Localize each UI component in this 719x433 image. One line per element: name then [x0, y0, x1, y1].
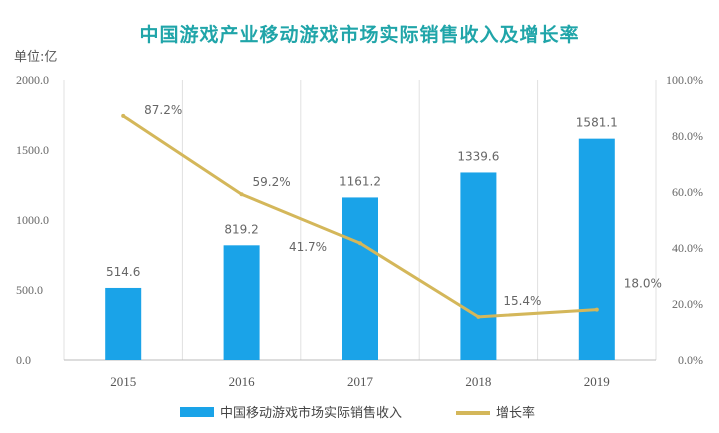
bar: [223, 245, 260, 360]
y-left-tick-label: 0.0: [16, 353, 31, 367]
chart-title: 中国游戏产业移动游戏市场实际销售收入及增长率: [139, 24, 580, 46]
bar: [460, 172, 497, 360]
x-tick-label: 2019: [584, 374, 610, 389]
growth-rate-point: [239, 192, 244, 197]
bar: [105, 287, 142, 360]
legend-line-label: 增长率: [496, 405, 535, 421]
bar: [578, 138, 615, 360]
y-left-tick-label: 1000.0: [16, 213, 49, 227]
y-left-tick-label: 2000.0: [16, 73, 49, 87]
x-tick-label: 2017: [347, 374, 374, 389]
y-right-tick-label: 60.0%: [672, 185, 703, 199]
x-tick-label: 2015: [110, 374, 136, 389]
y-right-tick-label: 40.0%: [672, 241, 703, 255]
y-right-tick-label: 0.0%: [678, 353, 703, 367]
bar-value-label: 1339.6: [457, 149, 499, 163]
legend-bar-label: 中国移动游戏市场实际销售收入: [220, 405, 402, 421]
x-tick-label: 2016: [229, 374, 256, 389]
growth-rate-point: [476, 314, 481, 319]
growth-rate-label: 18.0%: [624, 277, 662, 291]
bar-value-label: 514.6: [106, 265, 140, 279]
x-tick-label: 2018: [465, 374, 491, 389]
y-right-tick-label: 80.0%: [672, 129, 703, 143]
growth-rate-point: [121, 113, 126, 118]
y-left-tick-label: 500.0: [16, 283, 43, 297]
bar-value-label: 1161.2: [339, 174, 381, 188]
growth-rate-label: 41.7%: [289, 240, 327, 254]
legend-bar-swatch: [180, 407, 214, 417]
growth-rate-point: [594, 307, 599, 312]
y-right-tick-label: 20.0%: [672, 297, 703, 311]
growth-rate-label: 15.4%: [503, 294, 541, 308]
unit-label: 单位:亿: [14, 50, 58, 65]
y-left-tick-label: 1500.0: [16, 143, 49, 157]
growth-rate-point: [358, 241, 362, 246]
bar: [342, 197, 378, 360]
bar-value-label: 1581.1: [576, 116, 618, 130]
growth-rate-label: 87.2%: [144, 103, 182, 117]
y-right-tick-label: 100.0%: [666, 73, 703, 87]
bar-value-label: 819.2: [224, 222, 258, 236]
growth-rate-label: 59.2%: [253, 175, 291, 189]
